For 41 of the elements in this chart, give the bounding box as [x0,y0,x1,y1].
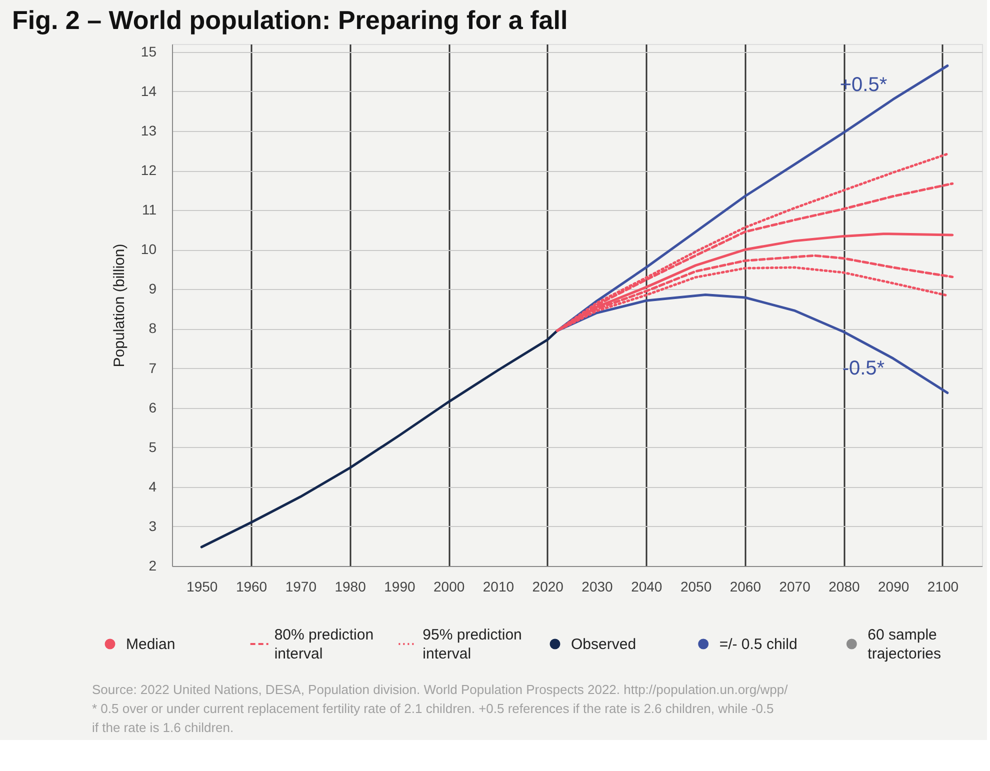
legend-label: =/- 0.5 child [719,636,798,653]
y-tick-label: 15 [140,43,157,60]
x-tick-label: 2020 [532,578,564,594]
legend-label: 60 sample trajectories [868,626,942,662]
x-tick-label: 1980 [334,578,366,594]
y-tick-label: 9 [148,280,157,297]
x-tick-label: 2090 [878,578,910,594]
x-tick-label: 2070 [779,578,811,594]
x-tick-label: 2050 [680,578,712,594]
y-tick-label: 3 [148,518,157,534]
x-tick-label: 1970 [285,578,317,594]
x-tick-label: 2030 [582,578,614,594]
y-tick-label: 6 [148,399,157,416]
legend-label: 80% prediction interval [274,626,374,662]
x-tick-label: 1950 [186,578,218,594]
y-tick-label: 5 [148,438,157,455]
y-tick-label: 13 [140,122,157,138]
y-tick-label: 7 [148,360,157,376]
x-tick-label: 2010 [482,578,514,594]
legend-label: Median [126,636,176,653]
source-note: Source: 2022 United Nations, DESA, Population division. World Population Prospects 2022. http://population.un.org/wpp/ [92,682,788,697]
legend-label: Observed [571,636,636,653]
x-tick-label: 2060 [730,578,762,594]
x-tick-label: 2100 [927,578,959,594]
chart-title: Fig. 2 – World population: Preparing for a fall [12,5,568,35]
y-tick-label: 14 [140,82,157,99]
y-tick-label: 4 [148,478,157,494]
x-tick-label: 2000 [434,578,465,594]
x-tick-label: 2040 [631,578,662,594]
annotation: -0.5* [842,358,885,380]
y-tick-label: 10 [140,241,157,258]
x-tick-label: 2080 [828,578,860,594]
y-axis-title: Population (billion) [110,244,128,368]
y-tick-label: 8 [148,320,157,336]
text: * 0.5 over or under current replacement fertility rate of 2.1 children. +0.5 references if the rate is 2.6 children, while -0.5 if the rate is 1.6 children. [92,701,774,735]
y-tick-label: 11 [142,202,157,218]
x-tick-label: 1990 [384,578,416,594]
y-tick-label: 2 [148,558,157,574]
y-tick-label: 12 [140,162,157,178]
legend-label: 95% prediction interval [422,626,522,662]
x-tick-label: 1960 [236,578,268,594]
